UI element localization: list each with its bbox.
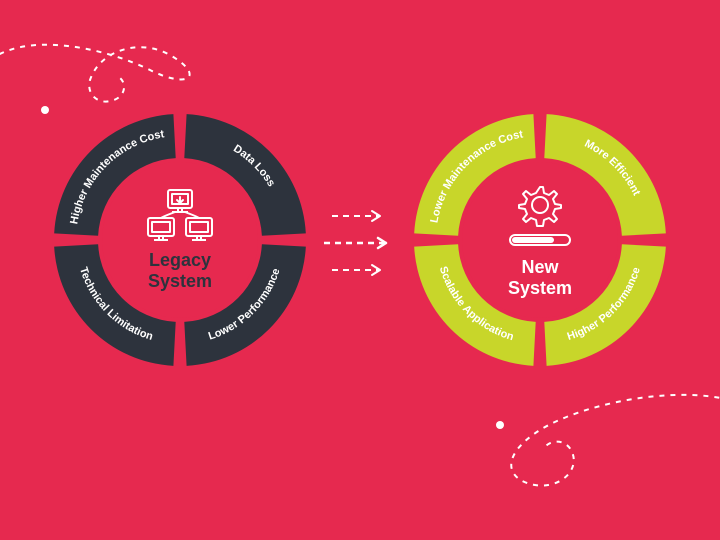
legacy-system-ring: Higher Maintenance CostData LossLower Pe… xyxy=(50,110,310,370)
transition-arrows xyxy=(318,198,408,288)
legacy-title-line1: Legacy xyxy=(149,250,211,270)
arrow-2 xyxy=(332,265,380,275)
arrow-1 xyxy=(324,238,386,248)
legacy-title: Legacy System xyxy=(148,250,212,291)
legacy-title-line2: System xyxy=(148,271,212,291)
diagram-canvas: Higher Maintenance CostData LossLower Pe… xyxy=(0,0,720,540)
arrow-0 xyxy=(332,211,380,221)
legacy-center: Legacy System xyxy=(102,162,258,318)
new-center: New System xyxy=(462,162,618,318)
new-title-line1: New xyxy=(521,257,558,277)
new-title-line2: System xyxy=(508,278,572,298)
new-title: New System xyxy=(508,257,572,298)
legacy-computers-icon xyxy=(142,188,218,244)
squiggle-bottom-right xyxy=(430,380,720,530)
new-system-ring: Lower Maintenance CostMore EfficientHigh… xyxy=(410,110,670,370)
gear-progress-icon xyxy=(500,181,580,251)
